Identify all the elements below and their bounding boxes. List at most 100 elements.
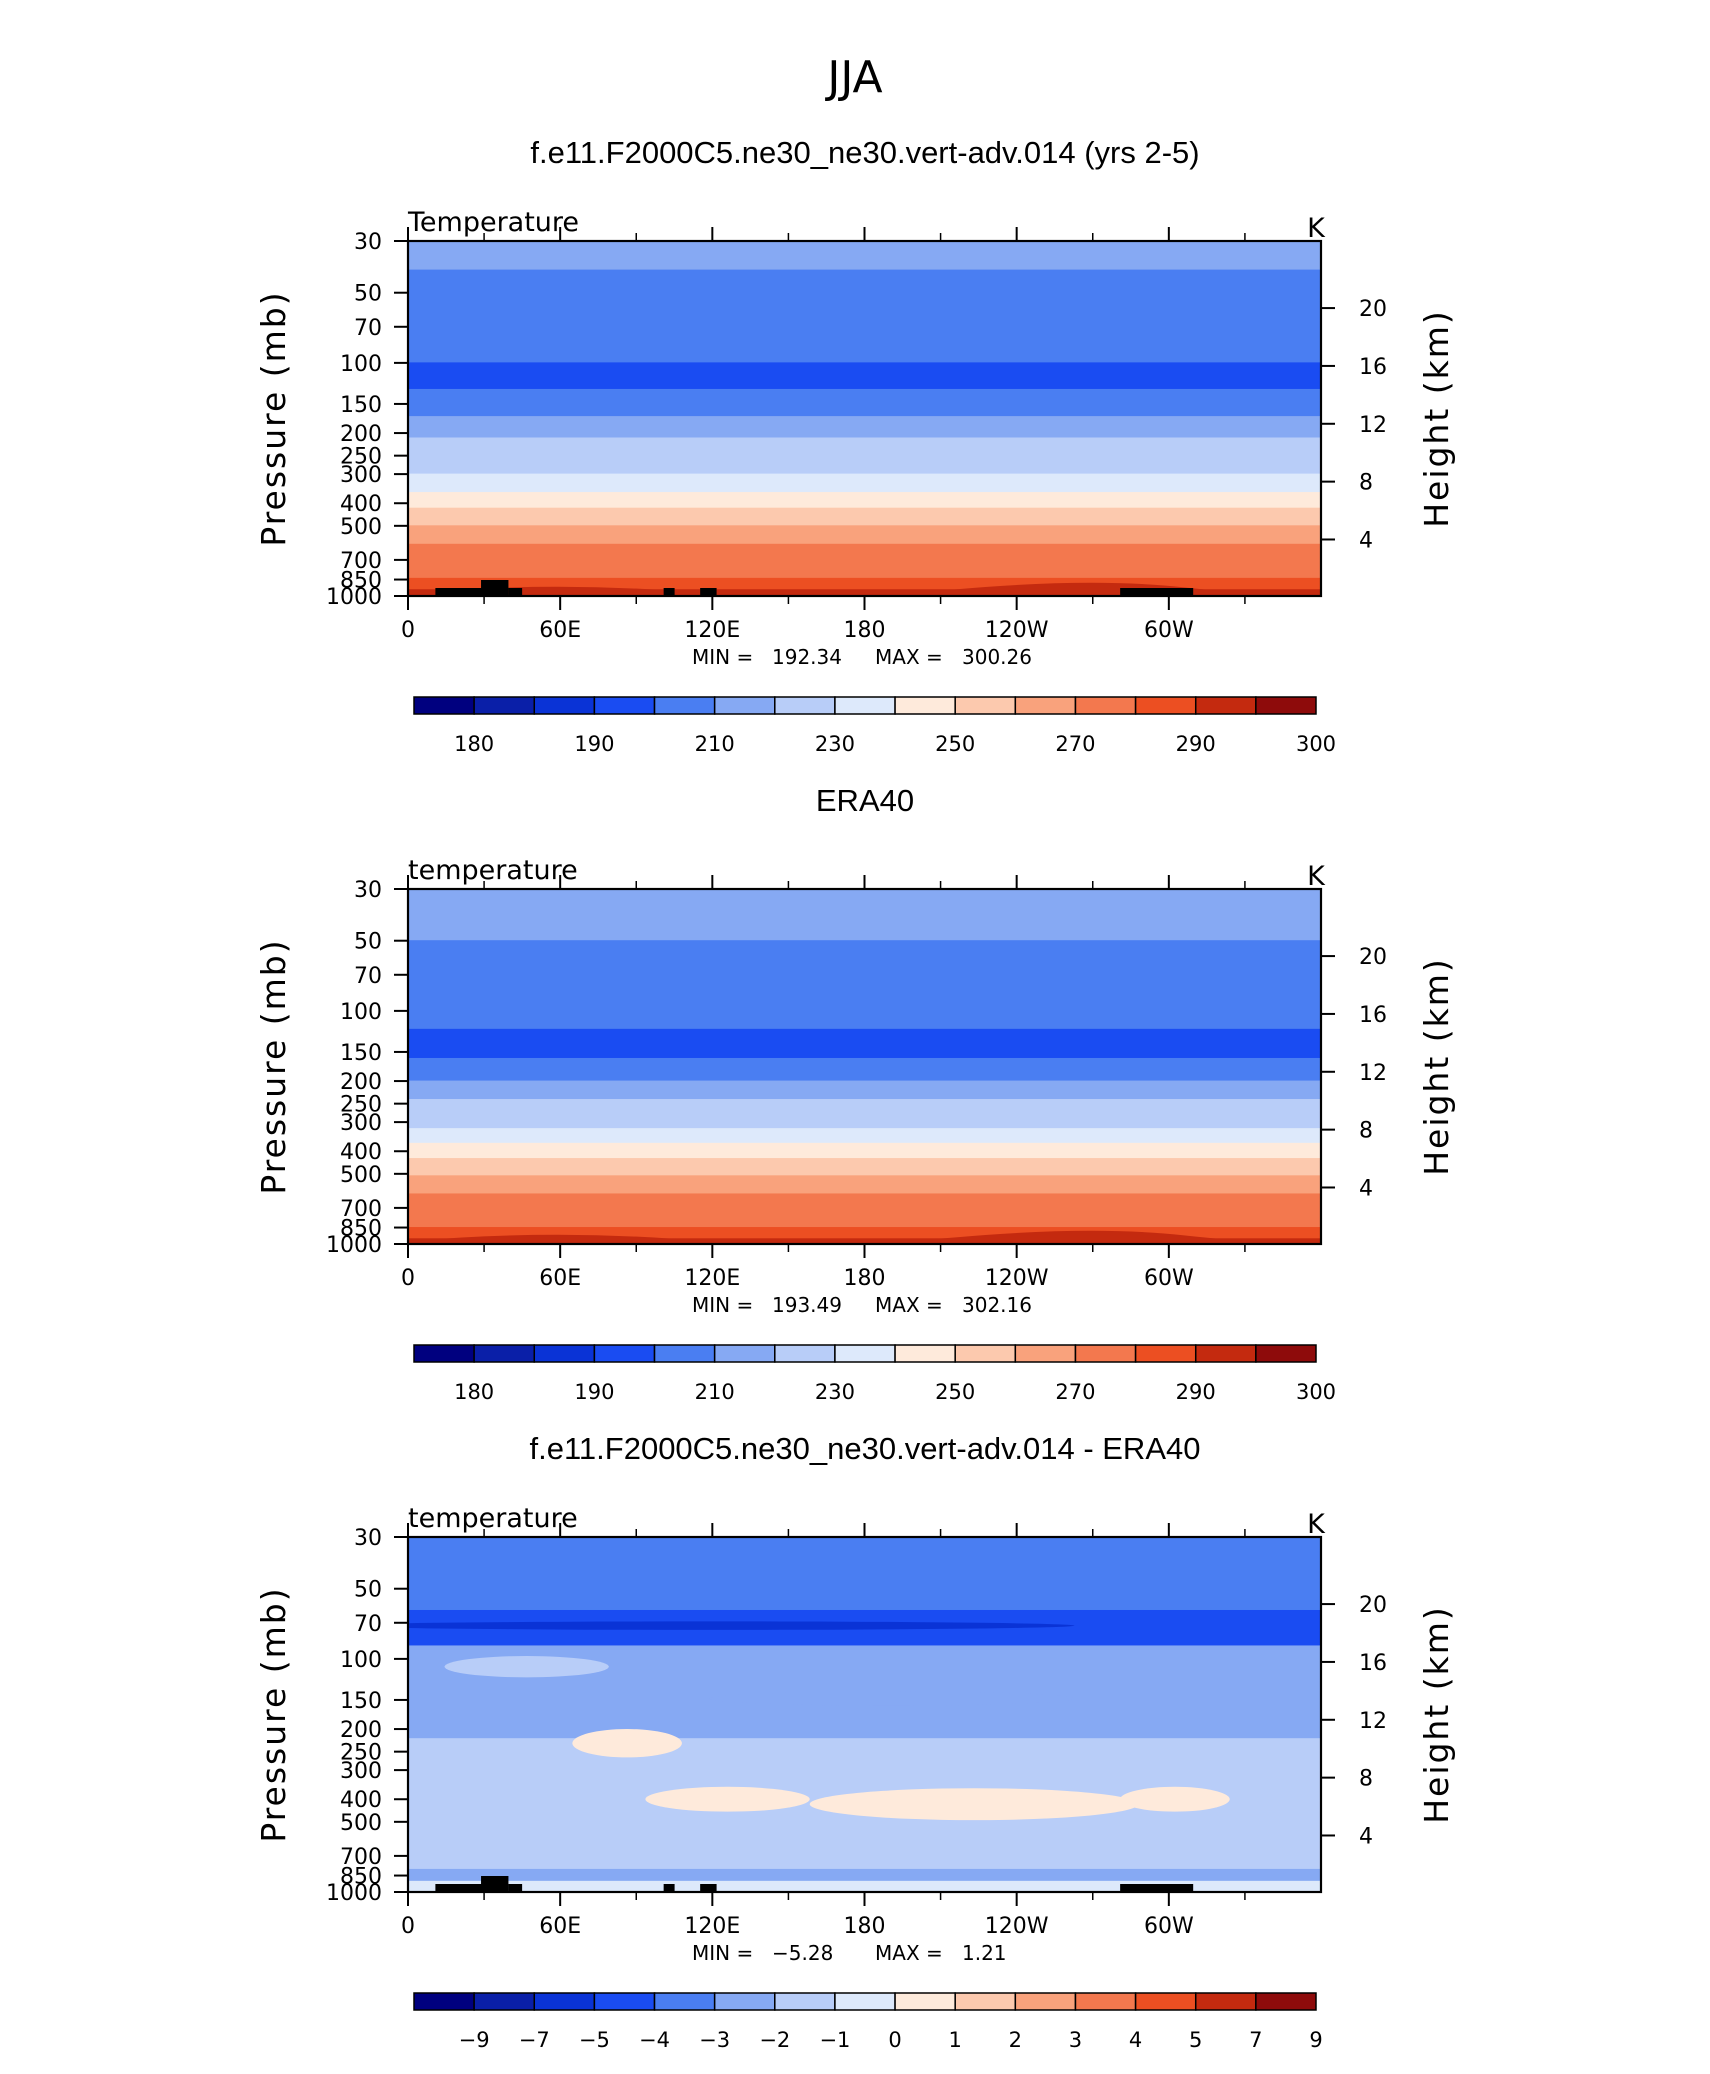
colorbar-label: 290: [1176, 732, 1216, 756]
panel-title: f.e11.F2000C5.ne30_ne30.vert-adv.014 - E…: [530, 1431, 1201, 1466]
y-tick-label: 1000: [326, 1881, 382, 1906]
colorbar-swatch: [713, 1344, 776, 1363]
y-tick-label: 100: [340, 1000, 382, 1025]
max-label: MAX =: [875, 645, 943, 669]
colorbar-swatch: [954, 1344, 1017, 1363]
contour-field: [408, 889, 1321, 1244]
y-right-tick-label: 20: [1359, 297, 1387, 322]
contour-band: [408, 525, 1321, 545]
colorbar-label: 190: [574, 1380, 614, 1404]
y-right-tick-label: 8: [1359, 1119, 1373, 1144]
colorbar-swatch: [653, 1992, 716, 2011]
topography: [435, 580, 1194, 596]
colorbar-label: −1: [819, 2028, 850, 2052]
y-tick-label: 850: [340, 1217, 382, 1242]
chart-panel: f.e11.F2000C5.ne30_ne30.vert-adv.014 (yr…: [254, 135, 1456, 756]
colorbar-swatch: [473, 696, 536, 715]
colorbar-label: −2: [759, 2028, 790, 2052]
colorbar-label: 270: [1055, 1380, 1095, 1404]
colorbar: −9 −7 −5 −4 −3 −2 −1 0 1 2 3 4 5 7 9: [413, 1992, 1323, 2052]
contour-band: [408, 1128, 1321, 1144]
y-tick-label: 850: [340, 569, 382, 594]
x-tick-label: 120W: [985, 1914, 1049, 1939]
colorbar-swatch: [593, 696, 656, 715]
colorbar-swatch: [834, 1344, 896, 1363]
contour-band: [408, 241, 1321, 271]
contour-field: [408, 241, 1321, 596]
colorbar-swatch: [1134, 1344, 1197, 1363]
colorbar-swatch: [413, 1344, 475, 1363]
colorbar-swatch: [1014, 1344, 1077, 1363]
topography: [435, 1876, 1194, 1892]
y-right-axis-title: Height (km): [1417, 957, 1456, 1176]
x-tick-label: 120W: [985, 1266, 1049, 1291]
colorbar-label: 180: [454, 732, 494, 756]
colorbar-swatch: [533, 1992, 596, 2011]
y-right-tick-label: 16: [1359, 1651, 1387, 1676]
y-tick-label: 150: [340, 393, 382, 418]
contour-band: [408, 1230, 1321, 1244]
colorbar-label: 7: [1249, 2028, 1262, 2052]
colorbar-swatch: [954, 1992, 1017, 2011]
colorbar-swatch: [954, 696, 1017, 715]
colorbar: 180 190 210 230 250 270 290 300: [413, 696, 1336, 756]
contour-patch: [993, 1537, 1010, 1538]
colorbar-swatch: [834, 1992, 896, 2011]
y-right-tick-label: 4: [1359, 1824, 1373, 1849]
min-value: −5.28: [772, 1941, 833, 1965]
y-axis-title: Pressure (mb): [254, 1586, 293, 1842]
colorbar-label: −7: [519, 2028, 550, 2052]
y-tick-label: 30: [354, 230, 382, 255]
variable-label: temperature: [408, 855, 578, 886]
colorbar-label: 230: [815, 1380, 855, 1404]
contour-band: [408, 889, 1321, 942]
y-tick-label: 30: [354, 878, 382, 903]
colorbar-swatch: [1255, 1992, 1317, 2011]
contour-band: [408, 507, 1321, 527]
x-tick-label: 120E: [684, 618, 740, 643]
colorbar-swatch: [653, 696, 716, 715]
y-tick-label: 150: [340, 1689, 382, 1714]
max-value: 1.21: [962, 1941, 1007, 1965]
colorbar-swatch: [413, 696, 475, 715]
y-right-tick-label: 16: [1359, 1003, 1387, 1028]
colorbar-label: −9: [459, 2028, 490, 2052]
contour-patch: [746, 1489, 874, 1503]
contour-patch: [709, 1691, 1075, 1706]
colorbar-label: 210: [695, 1380, 735, 1404]
y-right-tick-label: 8: [1359, 471, 1373, 496]
y-tick-label: 300: [340, 1759, 382, 1784]
colorbar-label: 5: [1189, 2028, 1202, 2052]
colorbar-swatch: [894, 1992, 956, 2011]
colorbar-swatch: [1134, 696, 1197, 715]
units-label: K: [1307, 861, 1326, 892]
contour-band: [408, 1099, 1321, 1116]
topography-block: [435, 588, 491, 596]
colorbar-swatch: [473, 1992, 536, 2011]
y-tick-label: 700: [340, 1845, 382, 1870]
y-tick-label: 50: [354, 282, 382, 307]
y-right-tick-label: 16: [1359, 355, 1387, 380]
contour-band: [408, 1880, 1321, 1892]
colorbar-swatch: [834, 696, 896, 715]
contour-band: [408, 473, 1321, 494]
colorbar-swatch: [653, 1344, 716, 1363]
contour-band: [408, 1158, 1321, 1177]
colorbar-swatch: [713, 696, 776, 715]
min-value: 193.49: [772, 1293, 842, 1317]
contour-patch: [408, 1621, 1075, 1630]
colorbar-label: 3: [1069, 2028, 1082, 2052]
chart-panel: ERA40 temperature K 0 60E 120E 180 120W 60W 30 50 7…: [254, 783, 1456, 1404]
y-axis-title: Pressure (mb): [254, 938, 293, 1194]
x-tick-label: 120E: [684, 1266, 740, 1291]
y-tick-label: 30: [354, 1526, 382, 1551]
min-value: 192.34: [772, 645, 842, 669]
contour-band: [408, 1238, 1321, 1244]
contour-field: [408, 1489, 1321, 1892]
panel-title: ERA40: [816, 783, 914, 818]
units-label: K: [1307, 1509, 1326, 1540]
topography-block: [700, 1884, 717, 1892]
y-tick-label: 500: [340, 515, 382, 540]
min-label: MIN =: [692, 1941, 753, 1965]
min-label: MIN =: [692, 1293, 753, 1317]
